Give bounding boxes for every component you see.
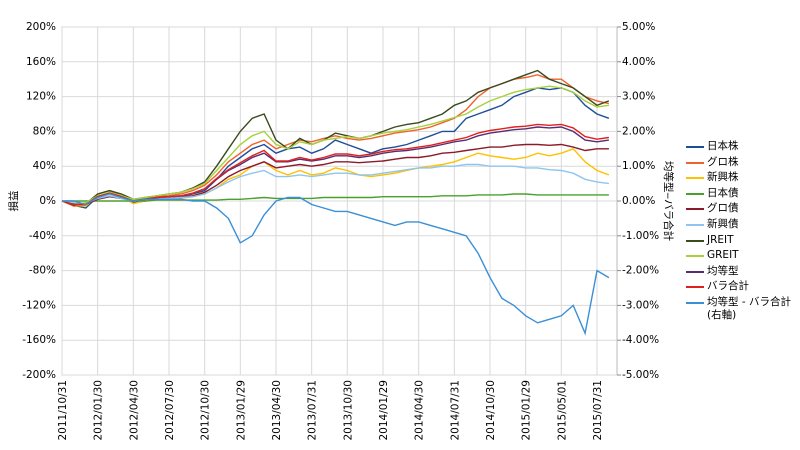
x-tick-label: 2014/04/30 xyxy=(414,380,426,441)
y-tick-label: -160% xyxy=(22,334,56,346)
y2-tick-label: -2.00% xyxy=(622,265,659,277)
legend-item: 日本債 xyxy=(686,187,791,203)
y2-tick-label: -1.00% xyxy=(622,230,659,242)
series-line xyxy=(62,193,610,336)
x-tick-label: 2014/07/31 xyxy=(449,380,461,441)
legend-swatch xyxy=(686,255,704,258)
legend-label: JREIT xyxy=(707,233,734,246)
y-tick-label: 0% xyxy=(39,195,56,207)
y-axis-label: 損益 xyxy=(7,190,20,211)
y-tick-label: 200% xyxy=(26,21,56,33)
legend: 日本株グロ株新興株日本債グロ債新興債 JREIT GREIT 均等型バラ合計均等型 -… xyxy=(686,140,791,321)
y-tick-label: -80% xyxy=(29,265,56,277)
series-line xyxy=(61,123,609,206)
y-tick-label: -120% xyxy=(22,299,56,311)
x-tick-label: 2013/04/30 xyxy=(271,380,283,441)
x-tick-label: 2014/10/30 xyxy=(485,380,497,441)
legend-swatch xyxy=(686,177,704,180)
y2-tick-label: 5.00% xyxy=(622,21,655,33)
x-tick-label: 2013/01/29 xyxy=(235,380,247,441)
x-tick-label: 2012/04/30 xyxy=(128,380,140,441)
legend-label: 日本株 xyxy=(707,140,739,152)
y2-tick-label: -3.00% xyxy=(622,299,659,311)
legend-swatch xyxy=(686,161,704,164)
legend-label: グロ株 xyxy=(707,155,739,168)
legend-swatch xyxy=(686,270,704,273)
legend-label: 新興債 xyxy=(707,217,739,230)
series-line xyxy=(61,85,609,206)
y-tick-label: 80% xyxy=(33,125,56,137)
legend-item: 新興株 xyxy=(686,171,791,187)
legend-label: バラ合計 xyxy=(707,280,749,293)
legend-swatch xyxy=(686,223,704,226)
legend-swatch xyxy=(686,146,704,148)
legend-label: 日本債 xyxy=(707,186,739,199)
x-tick-label: 2011/10/31 xyxy=(57,380,69,441)
x-tick-label: 2012/01/30 xyxy=(93,380,105,441)
y-tick-label: -200% xyxy=(22,369,56,381)
x-tick-label: 2012/10/30 xyxy=(200,380,212,441)
series-line xyxy=(62,193,609,202)
y2-tick-label: 1.00% xyxy=(622,160,655,172)
legend-swatch xyxy=(686,239,704,242)
y-tick-label: 160% xyxy=(26,56,56,68)
legend-item: 均等型 xyxy=(686,265,791,281)
x-tick-label: 2015/07/31 xyxy=(592,380,604,441)
legend-item: グロ株 xyxy=(686,156,791,172)
y-tick-label: 40% xyxy=(33,160,56,172)
legend-item: 均等型 - バラ合計 (右軸) xyxy=(686,296,791,321)
legend-item: 新興債 xyxy=(686,218,791,234)
legend-swatch xyxy=(686,208,704,211)
legend-label: 均等型 - バラ合計 (右軸) xyxy=(707,295,791,321)
legend-swatch xyxy=(686,301,704,304)
y2-tick-label: 0.00% xyxy=(622,195,655,207)
legend-item: バラ合計 xyxy=(686,280,791,296)
x-tick-label: 2015/05/01 xyxy=(556,380,568,441)
x-tick-label: 2014/01/29 xyxy=(378,380,390,441)
y2-tick-label: 4.00% xyxy=(622,56,655,68)
y2-tick-label: 3.00% xyxy=(622,91,655,103)
legend-label: グロ債 xyxy=(707,202,739,215)
x-tick-label: 2012/07/30 xyxy=(164,380,176,441)
series-line xyxy=(61,74,610,207)
legend-item: 日本株 xyxy=(686,140,791,156)
legend-swatch xyxy=(686,286,704,289)
legend-label: GREIT xyxy=(707,249,739,262)
legend-item: GREIT xyxy=(686,249,791,265)
legend-item: グロ債 xyxy=(686,202,791,218)
legend-item: JREIT xyxy=(686,234,791,250)
y2-tick-label: -4.00% xyxy=(622,334,659,346)
x-tick-label: 2013/07/31 xyxy=(307,380,319,441)
x-tick-label: 2015/01/29 xyxy=(521,380,533,441)
x-tick-label: 2013/10/30 xyxy=(342,380,354,441)
y2-tick-label: 2.00% xyxy=(622,125,655,137)
y-tick-label: 120% xyxy=(26,91,56,103)
legend-label: 新興株 xyxy=(707,171,739,184)
y2-tick-label: -5.00% xyxy=(622,369,659,381)
y-tick-label: -40% xyxy=(29,230,56,242)
legend-label: 均等型 xyxy=(707,264,739,277)
y2-axis-label: 均等型‒バラ合計 xyxy=(662,161,675,242)
legend-swatch xyxy=(686,192,704,195)
